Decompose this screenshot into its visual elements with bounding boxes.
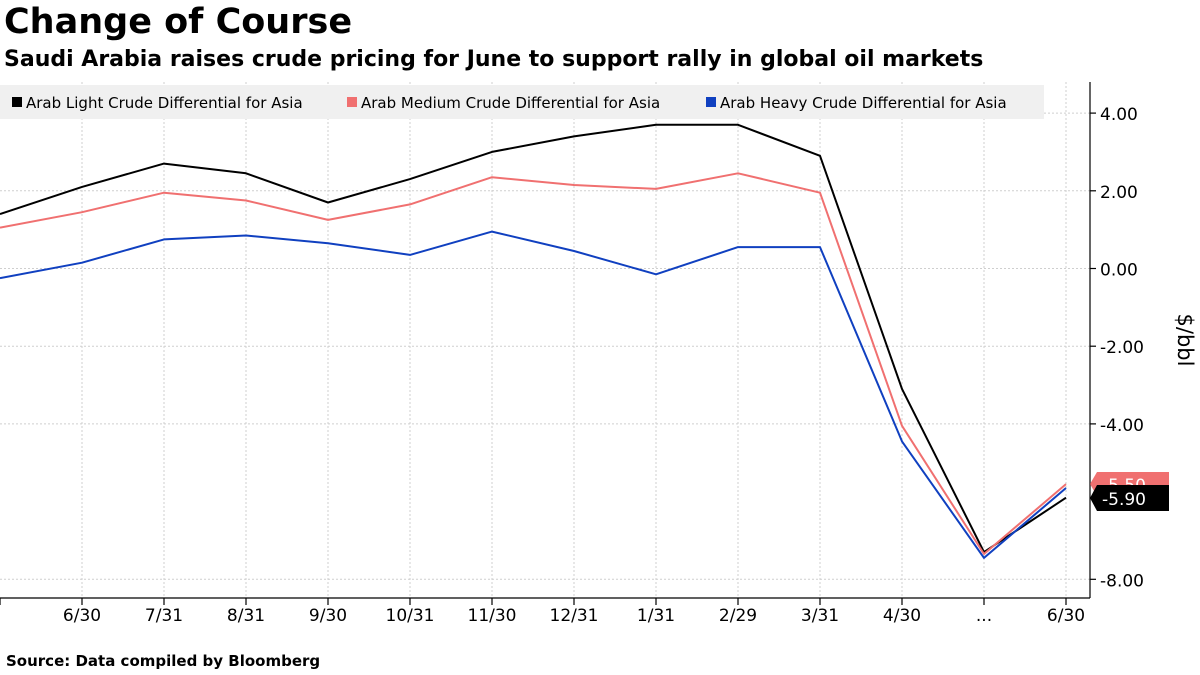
- legend-label: Arab Light Crude Differential for Asia: [26, 94, 303, 112]
- y-tick-label: -8.00: [1100, 571, 1144, 591]
- y-tick-label: 2.00: [1100, 183, 1138, 203]
- x-tick-label: 4/30: [883, 606, 921, 626]
- y-axis-label: $/bbl: [1173, 314, 1197, 367]
- x-tick-label: ...: [976, 606, 992, 626]
- x-tick-label: 8/31: [227, 606, 265, 626]
- series-line-1: [0, 172, 1067, 555]
- x-tick-label: 12/31: [550, 606, 599, 626]
- x-tick-label: 7/31: [145, 606, 183, 626]
- x-tick-label: 6/30: [63, 606, 101, 626]
- end-value-tag-shape: [1090, 485, 1169, 511]
- legend-label: Arab Heavy Crude Differential for Asia: [720, 94, 1007, 112]
- legend-background: [0, 85, 1044, 119]
- series-layer: [0, 123, 1067, 559]
- x-tick-label: 6/30: [1047, 606, 1085, 626]
- y-tick-label: -4.00: [1100, 416, 1144, 436]
- legend-swatch: [706, 97, 716, 107]
- end-value-label: -5.90: [1102, 490, 1146, 510]
- end-value-labels: -5.50-5.90: [1090, 472, 1169, 511]
- chart-title: Change of Course: [4, 2, 353, 42]
- x-tick-label: 3/31: [801, 606, 839, 626]
- series-line-2: [0, 230, 1067, 559]
- legend-swatch: [347, 97, 357, 107]
- legend-swatch: [12, 97, 22, 107]
- x-tick-label: 11/30: [468, 606, 517, 626]
- y-tick-label: -2.00: [1100, 338, 1144, 358]
- end-value-tag: -5.90: [1090, 485, 1169, 511]
- axis-layer: 4.00 2.00 0.00 -2.00 -4.00 -8.00 6/30 7/31 8/31 9…: [0, 82, 1197, 626]
- legend-label: Arab Medium Crude Differential for Asia: [361, 94, 660, 112]
- y-tick-label: 4.00: [1100, 105, 1138, 125]
- source-note: Source: Data compiled by Bloomberg: [6, 652, 321, 670]
- series-line-0: [0, 123, 1067, 554]
- y-tick-label: 0.00: [1100, 261, 1138, 281]
- chart-subtitle: Saudi Arabia raises crude pricing for Ju…: [4, 47, 984, 72]
- grid-layer: [0, 82, 1090, 598]
- x-tick-label: 1/31: [637, 606, 675, 626]
- x-tick-label: 2/29: [719, 606, 757, 626]
- x-tick-label: 10/31: [386, 606, 435, 626]
- x-tick-label: 9/30: [309, 606, 347, 626]
- legend: Arab Light Crude Differential for Asia Ar…: [0, 85, 1044, 119]
